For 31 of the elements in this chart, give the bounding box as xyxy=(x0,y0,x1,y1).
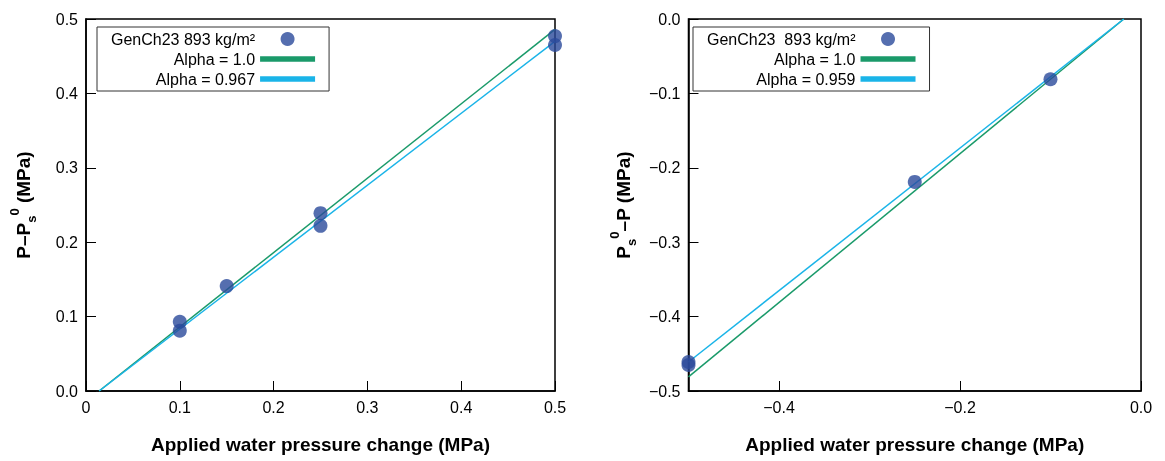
x-tick-label: 0 xyxy=(81,398,91,416)
y-axis-title: Ps0–P (MPa) xyxy=(607,151,639,259)
x-axis-title: Applied water pressure change (MPa) xyxy=(151,433,490,455)
legend-label: GenCh23 893 kg/m² xyxy=(111,30,256,48)
y-tick-label: −0.3 xyxy=(648,233,681,251)
y-tick-label: 0.3 xyxy=(55,159,79,177)
legend-label: Alpha = 1.0 xyxy=(173,50,256,68)
x-tick-label: 0.2 xyxy=(262,398,285,416)
legend-label: Alpha = 0.967 xyxy=(155,70,256,88)
legend-label: Alpha = 1.0 xyxy=(774,50,856,68)
y-tick-label: −0.2 xyxy=(648,159,681,177)
x-tick-label: 0.0 xyxy=(1129,398,1153,416)
x-tick-label: −0.2 xyxy=(944,398,976,416)
y-tick-label: −0.4 xyxy=(648,308,681,326)
x-tick-label: 0.3 xyxy=(356,398,379,416)
y-tick-label: 0.1 xyxy=(55,308,79,326)
y-axis-title: P–Ps0 (MPa) xyxy=(7,151,39,259)
x-axis-title: Applied water pressure change (MPa) xyxy=(745,433,1085,455)
y-tick-label: 0.0 xyxy=(55,382,79,400)
x-tick-label: 0.1 xyxy=(168,398,192,416)
y-tick-label: 0.0 xyxy=(658,10,681,28)
y-tick-label: 0.4 xyxy=(55,84,79,102)
x-tick-label: 0.4 xyxy=(450,398,473,416)
y-tick-label: 0.5 xyxy=(55,10,79,28)
x-tick-label: 0.5 xyxy=(543,398,567,416)
y-tick-label: 0.2 xyxy=(55,233,79,251)
y-tick-label: −0.1 xyxy=(648,84,681,102)
legend-label: Alpha = 0.959 xyxy=(756,70,856,88)
legend-label: GenCh23 893 kg/m² xyxy=(706,30,857,48)
x-tick-label: −0.4 xyxy=(763,398,795,416)
y-tick-label: −0.5 xyxy=(648,382,681,400)
